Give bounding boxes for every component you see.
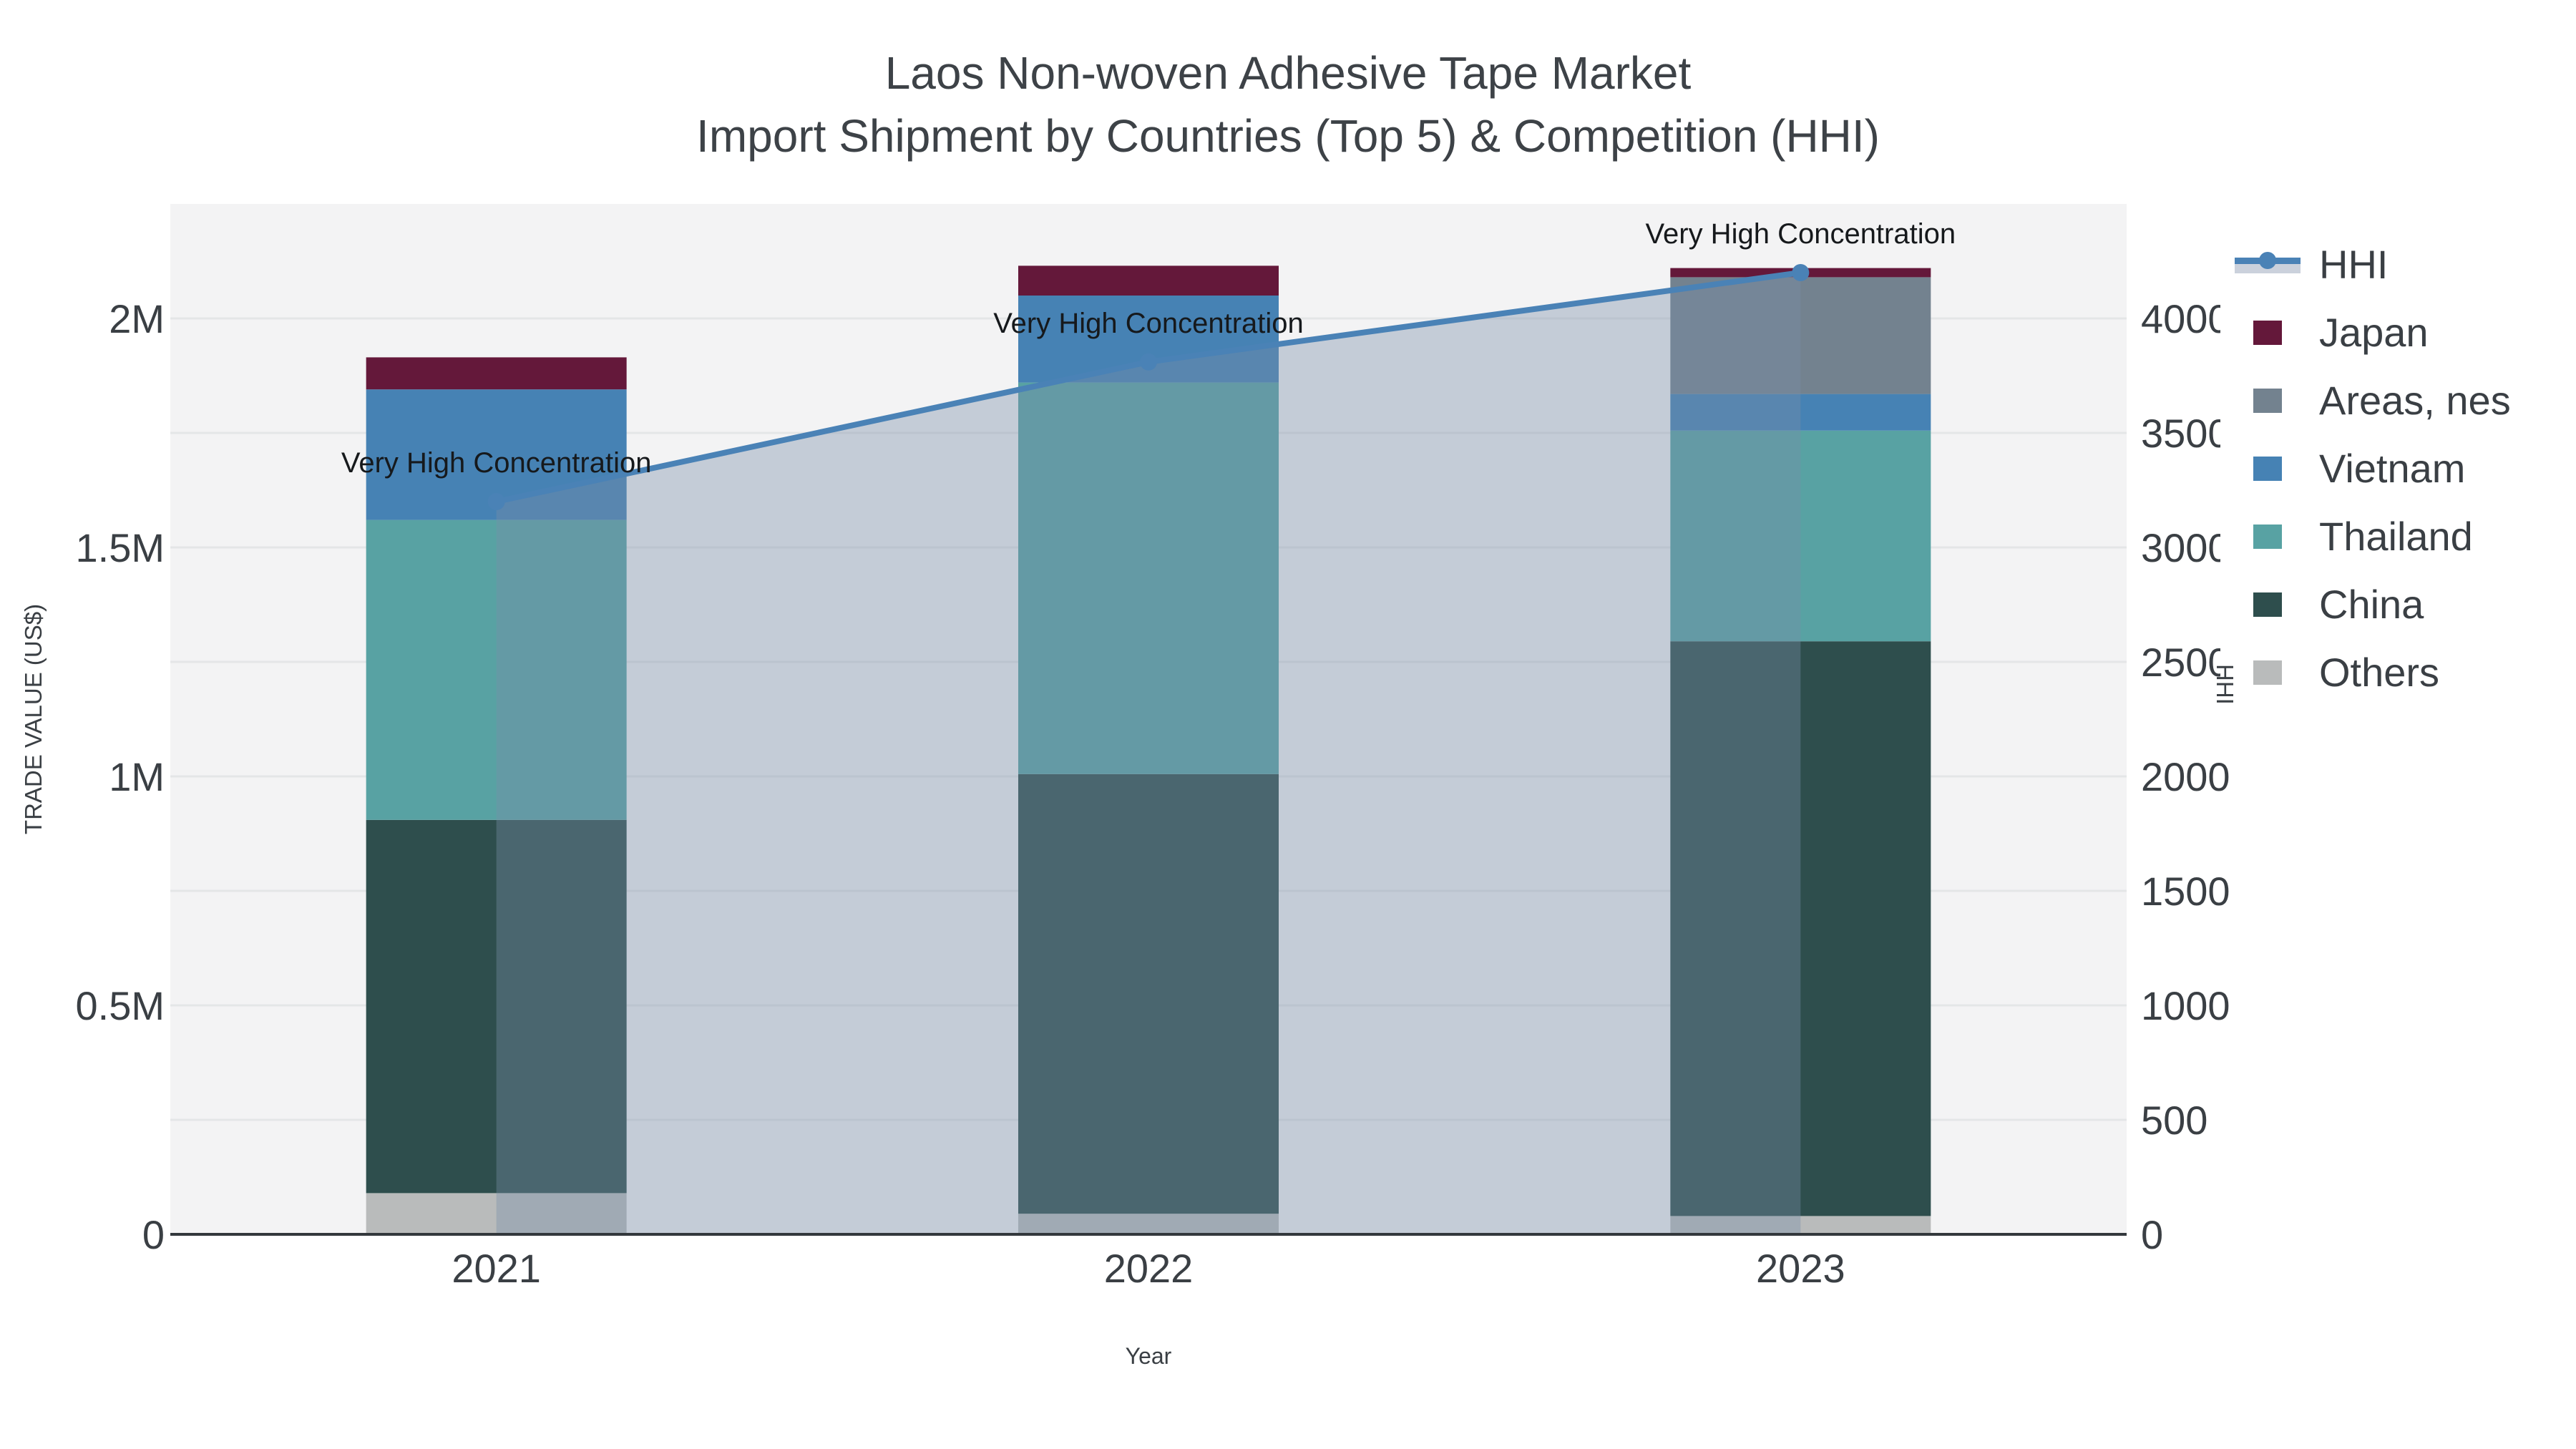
legend-item-china: China — [2220, 570, 2576, 638]
legend-swatch-icon — [2235, 385, 2301, 416]
y-right-tick-label: 2500 — [2141, 640, 2230, 685]
right-axis-title: HHI — [2212, 664, 2238, 705]
bar-segment-china-2023 — [1670, 641, 1931, 1216]
y-left-tick-label: 2M — [109, 296, 165, 341]
bar-segment-vietnam-2023 — [1670, 394, 1931, 431]
legend-swatch-icon — [2235, 589, 2301, 620]
y-right-tick-label: 0 — [2141, 1212, 2163, 1257]
bar-segment-thailand-2022 — [1018, 382, 1279, 774]
legend-swatch-icon — [2235, 453, 2301, 484]
legend-label: China — [2319, 582, 2424, 627]
annotation-2021: Very High Concentration — [341, 447, 652, 479]
legend-item-thailand: Thailand — [2220, 502, 2576, 570]
hhi-marker-2023 — [1792, 264, 1810, 281]
x-tick-label-2023: 2023 — [1756, 1246, 1845, 1291]
legend-swatch-icon — [2235, 317, 2301, 348]
legend-item-japan: Japan — [2220, 298, 2576, 366]
chart-subtitle: Import Shipment by Countries (Top 5) & C… — [696, 110, 1880, 162]
bar-segment-others-2023 — [1670, 1216, 1931, 1234]
legend-label: HHI — [2319, 242, 2389, 287]
hhi-marker-2021 — [487, 493, 505, 510]
bar-segment-thailand-2021 — [366, 519, 627, 820]
legend-label: Vietnam — [2319, 446, 2466, 491]
bar-segment-thailand-2023 — [1670, 430, 1931, 642]
bar-segment-japan-2022 — [1018, 265, 1279, 296]
annotation-2022: Very High Concentration — [993, 308, 1304, 339]
y-right-tick-label: 500 — [2141, 1098, 2207, 1143]
bar-segment-china-2021 — [366, 819, 627, 1194]
annotation-2023: Very High Concentration — [1646, 218, 1956, 250]
x-tick-label-2021: 2021 — [452, 1246, 541, 1291]
y-right-tick-label: 4000 — [2141, 296, 2230, 341]
bar-segment-others-2022 — [1018, 1214, 1279, 1234]
y-right-tick-label: 3000 — [2141, 525, 2230, 570]
legend: HHI Japan Areas, nes Vietnam Thailand China Ot… — [2220, 226, 2576, 711]
left-axis-title: TRADE VALUE (US$) — [20, 604, 47, 834]
legend-item-others: Others — [2220, 638, 2576, 706]
y-right-tick-label: 3500 — [2141, 411, 2230, 456]
legend-swatch-icon — [2235, 657, 2301, 688]
y-left-tick-label: 1M — [109, 754, 165, 799]
legend-label: Thailand — [2319, 514, 2473, 559]
x-tick-label-2022: 2022 — [1104, 1246, 1194, 1291]
hhi-marker-2022 — [1140, 353, 1157, 371]
chart-title-block: Laos Non-woven Adhesive Tape Market Impo… — [0, 42, 2576, 167]
y-left-tick-label: 0.5M — [76, 983, 165, 1028]
bar-segment-areas-nes-2023 — [1670, 277, 1931, 394]
chart-title: Laos Non-woven Adhesive Tape Market — [884, 47, 1692, 99]
legend-label: Japan — [2319, 310, 2429, 355]
legend-swatch-icon — [2235, 521, 2301, 552]
y-left-tick-label: 1.5M — [76, 525, 165, 570]
hhi-area-fill — [496, 273, 1801, 1234]
x-axis-title: Year — [1126, 1343, 1172, 1369]
legend-item-vietnam: Vietnam — [2220, 434, 2576, 502]
legend-hhi-line-icon — [2235, 249, 2301, 280]
bar-segment-others-2021 — [366, 1193, 627, 1234]
legend-item-areas-nes: Areas, nes — [2220, 366, 2576, 434]
bar-segment-china-2022 — [1018, 774, 1279, 1214]
y-right-tick-label: 2000 — [2141, 754, 2230, 799]
y-left-tick-label: 0 — [142, 1212, 165, 1257]
y-right-tick-label: 1500 — [2141, 869, 2230, 914]
y-right-tick-label: 1000 — [2141, 983, 2230, 1028]
bar-segment-japan-2021 — [366, 357, 627, 390]
legend-item-hhi: HHI — [2220, 230, 2576, 298]
legend-label: Others — [2319, 650, 2440, 695]
legend-label: Areas, nes — [2319, 378, 2511, 423]
